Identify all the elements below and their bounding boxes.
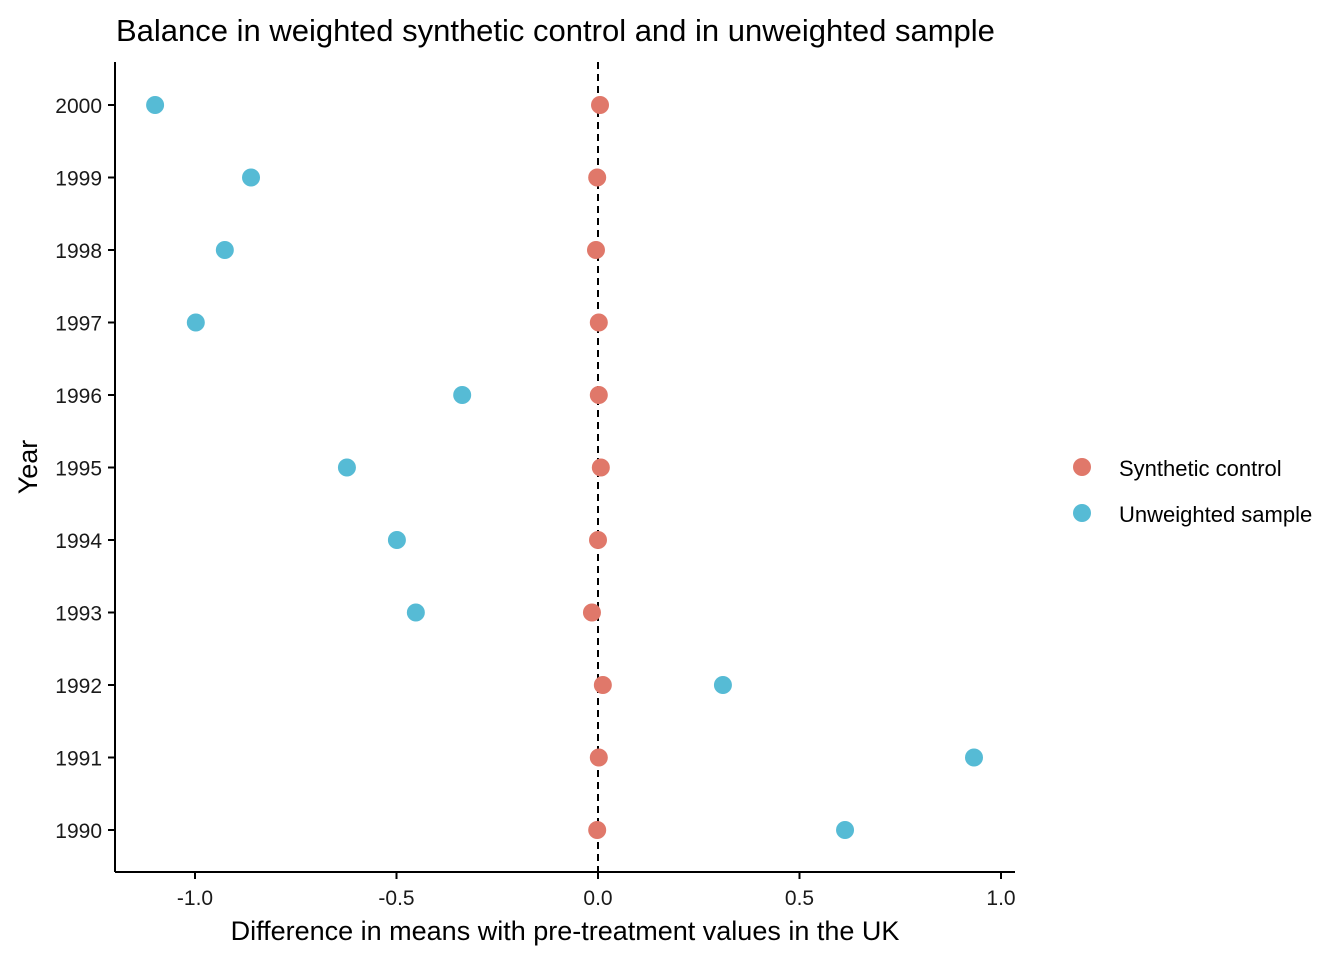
- point-unweighted-sample: [186, 313, 205, 332]
- point-synthetic-control: [582, 603, 601, 622]
- point-unweighted-sample: [337, 458, 356, 477]
- y-tick-label: 1991: [55, 748, 102, 771]
- x-axis-label: Difference in means with pre-treatment v…: [231, 916, 900, 946]
- legend: Synthetic control Unweighted sample: [1073, 456, 1312, 527]
- point-synthetic-control: [589, 386, 608, 404]
- point-synthetic-control: [591, 458, 610, 477]
- x-tick-label: 1.0: [986, 887, 1015, 910]
- legend-key: [1073, 504, 1091, 522]
- x-tick-label: 0.5: [785, 887, 814, 910]
- legend-label: Synthetic control: [1119, 456, 1282, 481]
- y-tick-label: 1992: [55, 675, 102, 698]
- point-synthetic-control: [588, 821, 607, 839]
- legend-key: [1073, 458, 1091, 476]
- point-synthetic-control: [593, 676, 612, 694]
- x-tick-label: 0.0: [583, 887, 612, 910]
- point-unweighted-sample: [406, 603, 425, 622]
- y-tick-label: 1994: [55, 530, 102, 553]
- y-tick-label: 1999: [55, 168, 102, 191]
- point-unweighted-sample: [713, 676, 732, 694]
- point-unweighted-sample: [964, 748, 983, 767]
- plot-area: -1.0 -0.5 0.0 0.5 1.0 1990 1991 1992 1993 1994 199…: [55, 62, 1016, 910]
- y-tick-label: 1996: [55, 385, 102, 408]
- x-tick-label: -1.0: [177, 887, 213, 910]
- point-synthetic-control: [586, 241, 605, 259]
- point-synthetic-control: [589, 748, 608, 767]
- point-synthetic-control: [589, 313, 608, 332]
- y-tick-label: 1993: [55, 603, 102, 626]
- point-unweighted-sample: [215, 241, 234, 259]
- point-synthetic-control: [589, 531, 607, 549]
- point-synthetic-control: [591, 96, 610, 114]
- y-tick-label: 2000: [55, 95, 102, 118]
- point-unweighted-sample: [242, 168, 261, 187]
- legend-label: Unweighted sample: [1119, 502, 1312, 527]
- y-tick-label: 1998: [55, 240, 102, 263]
- y-axis-label: Year: [13, 440, 43, 495]
- x-tick-label: -0.5: [378, 887, 414, 910]
- y-tick-label: 1995: [55, 458, 102, 481]
- y-tick-label: 1990: [55, 820, 102, 843]
- point-unweighted-sample: [146, 96, 165, 114]
- point-unweighted-sample: [453, 386, 472, 404]
- chart-title: Balance in weighted synthetic control an…: [116, 13, 995, 48]
- point-unweighted-sample: [836, 821, 855, 839]
- y-tick-label: 1997: [55, 313, 102, 336]
- point-synthetic-control: [588, 168, 607, 187]
- point-unweighted-sample: [387, 531, 406, 549]
